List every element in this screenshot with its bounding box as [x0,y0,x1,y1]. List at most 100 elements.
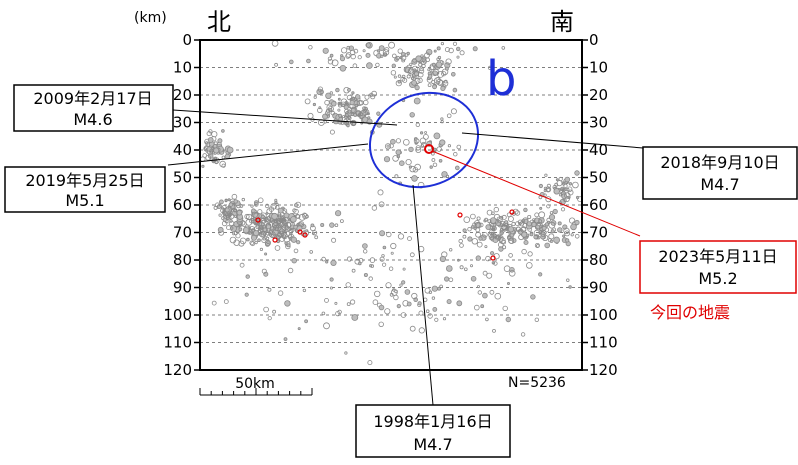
hypocenter-point [248,217,255,224]
hypocenter-point [226,146,234,154]
hypocenter-point [382,52,388,57]
hypocenter-point [283,218,287,222]
hypocenter-point [268,206,275,212]
hypocenter-point [376,52,382,59]
hypocenter-point [358,111,363,117]
hypocenter-point [293,203,299,208]
hypocenter-point [357,261,362,266]
hypocenter-point [371,205,378,211]
hypocenter-point [530,294,536,300]
hypocenter-point [390,138,396,145]
hypocenter-point [411,79,418,86]
hypocenter-point [331,237,337,243]
scale-bar: 50km [199,376,313,396]
hypocenter-point [501,46,506,50]
hypocenter-point [337,309,342,315]
hypocenter-point [383,156,391,163]
hypocenter-point [351,314,359,321]
annotation-2018: 2018年9月10日 M4.7 [642,146,798,200]
hypocenter-point [491,211,495,216]
hypocenter-point [525,262,533,269]
hypocenter-point [543,193,547,197]
annotation-2018-date: 2018年9月10日 [660,153,779,172]
hypocenter-point [486,209,493,216]
hypocenter-point [526,221,532,227]
hypocenter-point [431,158,436,162]
hypocenter-point [293,248,299,254]
depth-tick-label-left: 80 [173,251,192,269]
hypocenter-point [448,47,454,54]
hypocenter-point [241,197,245,202]
hypocenter-point [560,207,566,212]
hypocenter-point [471,238,478,245]
hypocenter-point [407,236,412,242]
hypocenter-point [482,232,488,238]
hypocenter-point [353,48,359,54]
hypocenter-point [238,240,245,247]
depth-tick-label-left: 10 [173,59,192,77]
hypocenter-point [235,233,241,239]
hypocenter-point [310,223,315,228]
hypocenter-point [265,230,271,236]
hypocenter-point [411,292,418,300]
hypocenter-point [476,285,480,289]
hypocenter-point [441,71,447,77]
hypocenter-point [382,245,387,250]
hypocenter-point [271,212,279,220]
hypocenter-point [257,197,264,204]
hypocenter-point [456,258,460,262]
hypocenter-point [445,174,450,178]
hypocenter-point [574,219,580,226]
event-count-label: N=5236 [508,375,566,391]
hypocenter-point [381,262,387,267]
depth-tick-label-right: 100 [589,306,618,324]
hypocenter-point [384,308,391,315]
hypocenter-point [350,108,356,113]
hypocenter-point [516,226,521,232]
hypocenter-point [417,77,423,84]
depth-tick-label-right: 40 [589,141,608,159]
hypocenter-point [321,256,326,262]
hypocenter-point [370,264,375,268]
hypocenter-point [327,56,332,61]
hypocenter-point [409,62,413,66]
hypocenter-point [568,217,576,224]
hypocenter-point [291,258,297,264]
hypocenter-point [417,301,422,306]
hypocenter-point [437,286,442,291]
hypocenter-point [442,317,447,321]
hypocenter-point [284,241,288,245]
hypocenter-point [419,66,424,72]
hypocenter-point [322,47,329,54]
hypocenter-point [265,236,270,240]
hypocenter-point [390,70,397,76]
hypocenter-point [433,49,437,53]
hypocenter-point [236,210,243,216]
hypocenter-point [221,129,225,133]
hypocenter-point [324,110,331,116]
hypocenter-point [459,265,464,270]
hypocenter-point [287,267,294,274]
hypocenter-point [489,251,495,256]
hypocenter-point [518,222,522,226]
hypocenter-point [563,227,570,235]
hypocenter-point [214,160,219,165]
depth-tick-label-right: 30 [589,114,608,132]
hypocenter-point [484,245,488,249]
hypocenter-point [431,62,436,67]
hypocenter-point [317,107,323,113]
hypocenter-point [470,213,476,220]
hypocenter-point [265,224,271,230]
hypocenter-point [567,195,571,199]
hypocenter-point [329,91,333,95]
hypocenter-point [253,220,257,224]
hypocenter-point [329,277,334,282]
hypocenter-point [334,301,338,305]
hypocenter-point [439,139,446,146]
hypocenter-point [308,45,313,50]
hypocenter-point [362,108,367,113]
hypocenter-point [262,227,267,232]
annotation-1998-mag: M4.7 [413,435,452,454]
hypocenter-point-highlight [457,212,463,218]
hypocenter-point [391,63,396,68]
